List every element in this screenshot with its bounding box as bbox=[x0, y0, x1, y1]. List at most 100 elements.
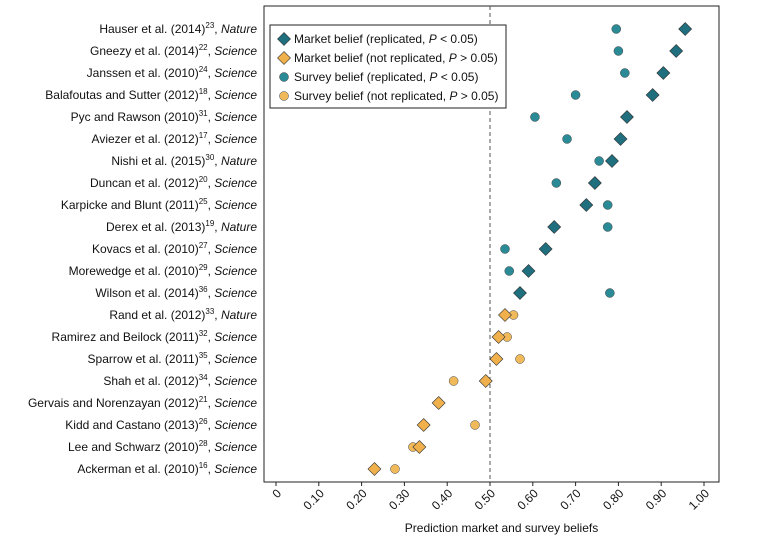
study-label: Ackerman et al. (2010)16, Science bbox=[77, 461, 257, 476]
study-ref: 23 bbox=[205, 21, 214, 30]
legend-marker-survey_not_replicated bbox=[279, 91, 289, 101]
study-label: Aviezer et al. (2012)17, Science bbox=[92, 131, 258, 146]
market-belief-point bbox=[669, 44, 684, 58]
x-axis: 0 0.10 0.20 0.30 0.40 0.50 0.60 0.70 0.80 0.90 1.0… bbox=[269, 482, 712, 513]
legend: Market belief (replicated, P < 0.05) Mark… bbox=[269, 24, 507, 109]
study-ref: 36 bbox=[199, 285, 208, 294]
survey-belief-point bbox=[504, 266, 515, 276]
study-journal: Science bbox=[214, 462, 257, 476]
study-journal: Science bbox=[214, 330, 257, 344]
study-authors: Nishi et al. (2015) bbox=[111, 154, 205, 168]
study-label: Janssen et al. (2010)24, Science bbox=[87, 65, 258, 80]
study-journal: Science bbox=[214, 110, 257, 124]
study-journal: Science bbox=[214, 66, 257, 80]
study-label: Balafoutas and Sutter (2012)18, Science bbox=[45, 87, 257, 102]
study-journal: Science bbox=[214, 242, 257, 256]
study-authors: Gneezy et al. (2014) bbox=[90, 44, 199, 58]
study-authors: Gervais and Norenzayan (2012) bbox=[28, 396, 199, 410]
legend-marker-survey_replicated bbox=[279, 72, 289, 82]
study-ref: 35 bbox=[199, 351, 208, 360]
market-belief-point bbox=[498, 308, 512, 322]
study-journal: Science bbox=[214, 352, 257, 366]
study-journal: Science bbox=[214, 132, 257, 146]
study-authors: Lee and Schwarz (2010) bbox=[68, 440, 199, 454]
study-label: Duncan et al. (2012)20, Science bbox=[90, 175, 257, 190]
study-authors: Kovacs et al. (2010) bbox=[92, 242, 199, 256]
survey-belief-point bbox=[500, 244, 510, 254]
x-tick-label: 0.90 bbox=[643, 486, 670, 513]
study-authors: Janssen et al. (2010) bbox=[87, 66, 199, 80]
study-journal: Nature bbox=[221, 22, 257, 36]
study-journal: Science bbox=[214, 286, 257, 300]
study-ref: 31 bbox=[199, 109, 208, 118]
study-authors: Aviezer et al. (2012) bbox=[92, 132, 199, 146]
study-label: Lee and Schwarz (2010)28, Science bbox=[68, 439, 257, 454]
study-label: Hauser et al. (2014)23, Nature bbox=[99, 21, 257, 36]
market-belief-point bbox=[538, 242, 553, 256]
study-journal: Nature bbox=[221, 308, 257, 322]
market-belief-point bbox=[489, 352, 504, 366]
study-label: Derex et al. (2013)19, Nature bbox=[106, 219, 257, 234]
study-authors: Morewedge et al. (2010) bbox=[69, 264, 199, 278]
survey-belief-point bbox=[515, 354, 525, 364]
x-tick-label: 0.80 bbox=[600, 486, 627, 513]
study-ref: 24 bbox=[199, 65, 208, 74]
study-journal: Science bbox=[214, 198, 257, 212]
study-label: Rand et al. (2012)33, Nature bbox=[109, 307, 257, 322]
survey-belief-point bbox=[470, 420, 480, 430]
study-label: Gneezy et al. (2014)22, Science bbox=[90, 43, 257, 58]
study-authors: Balafoutas and Sutter (2012) bbox=[45, 88, 198, 102]
study-ref: 18 bbox=[199, 87, 208, 96]
market-belief-point bbox=[431, 396, 446, 410]
study-authors: Derex et al. (2013) bbox=[106, 220, 205, 234]
legend-label: Survey belief (replicated, P < 0.05) bbox=[294, 70, 478, 84]
study-label: Wilson et al. (2014)36, Science bbox=[95, 285, 257, 300]
study-ref: 28 bbox=[199, 439, 208, 448]
survey-belief-point bbox=[602, 222, 613, 232]
legend-label: Survey belief (not replicated, P > 0.05) bbox=[294, 89, 498, 103]
x-tick-label: 0.50 bbox=[472, 486, 499, 513]
x-tick-label: 0.70 bbox=[557, 486, 584, 513]
study-journal: Science bbox=[214, 374, 257, 388]
study-ref: 29 bbox=[199, 263, 208, 272]
x-axis-title: Prediction market and survey beliefs bbox=[405, 521, 598, 535]
survey-belief-point bbox=[562, 134, 572, 144]
x-tick-label: 0.30 bbox=[386, 486, 413, 513]
study-ref: 25 bbox=[199, 197, 208, 206]
study-ref: 26 bbox=[199, 417, 208, 426]
study-label: Pyc and Rawson (2010)31, Science bbox=[71, 109, 258, 124]
study-label: Sparrow et al. (2011)35, Science bbox=[88, 351, 258, 366]
study-label: Kovacs et al. (2010)27, Science bbox=[92, 241, 257, 256]
study-authors: Duncan et al. (2012) bbox=[90, 176, 199, 190]
legend-label: Market belief (replicated, P < 0.05) bbox=[294, 32, 478, 46]
study-authors: Wilson et al. (2014) bbox=[95, 286, 198, 300]
study-label: Kidd and Castano (2013)26, Science bbox=[65, 417, 257, 432]
market-belief-point bbox=[367, 462, 382, 476]
study-ref: 21 bbox=[199, 395, 208, 404]
study-journal: Nature bbox=[221, 220, 257, 234]
study-label: Shah et al. (2012)34, Science bbox=[103, 373, 257, 388]
study-authors: Ramirez and Beilock (2011) bbox=[52, 330, 199, 344]
study-label: Nishi et al. (2015)30, Nature bbox=[111, 153, 257, 168]
survey-belief-point bbox=[611, 24, 622, 34]
survey-belief-point bbox=[602, 200, 613, 210]
market-belief-point bbox=[521, 264, 536, 278]
survey-belief-point bbox=[551, 178, 562, 188]
study-journal: Science bbox=[214, 264, 257, 278]
legend-marker-market_not_replicated bbox=[277, 51, 291, 65]
study-authors: Pyc and Rawson (2010) bbox=[71, 110, 199, 124]
x-tick-label: 0.40 bbox=[429, 486, 456, 513]
legend-box bbox=[269, 24, 507, 109]
study-ref: 32 bbox=[199, 329, 208, 338]
survey-belief-point bbox=[448, 376, 459, 386]
study-ref: 19 bbox=[205, 219, 214, 228]
study-ref: 27 bbox=[199, 241, 208, 250]
market-belief-point bbox=[547, 220, 562, 234]
survey-belief-point bbox=[594, 156, 604, 166]
market-belief-point bbox=[678, 22, 693, 36]
survey-belief-point bbox=[530, 112, 540, 122]
market-belief-point bbox=[412, 440, 427, 454]
study-journal: Science bbox=[214, 44, 257, 58]
study-label: Gervais and Norenzayan (2012)21, Science bbox=[28, 395, 257, 410]
